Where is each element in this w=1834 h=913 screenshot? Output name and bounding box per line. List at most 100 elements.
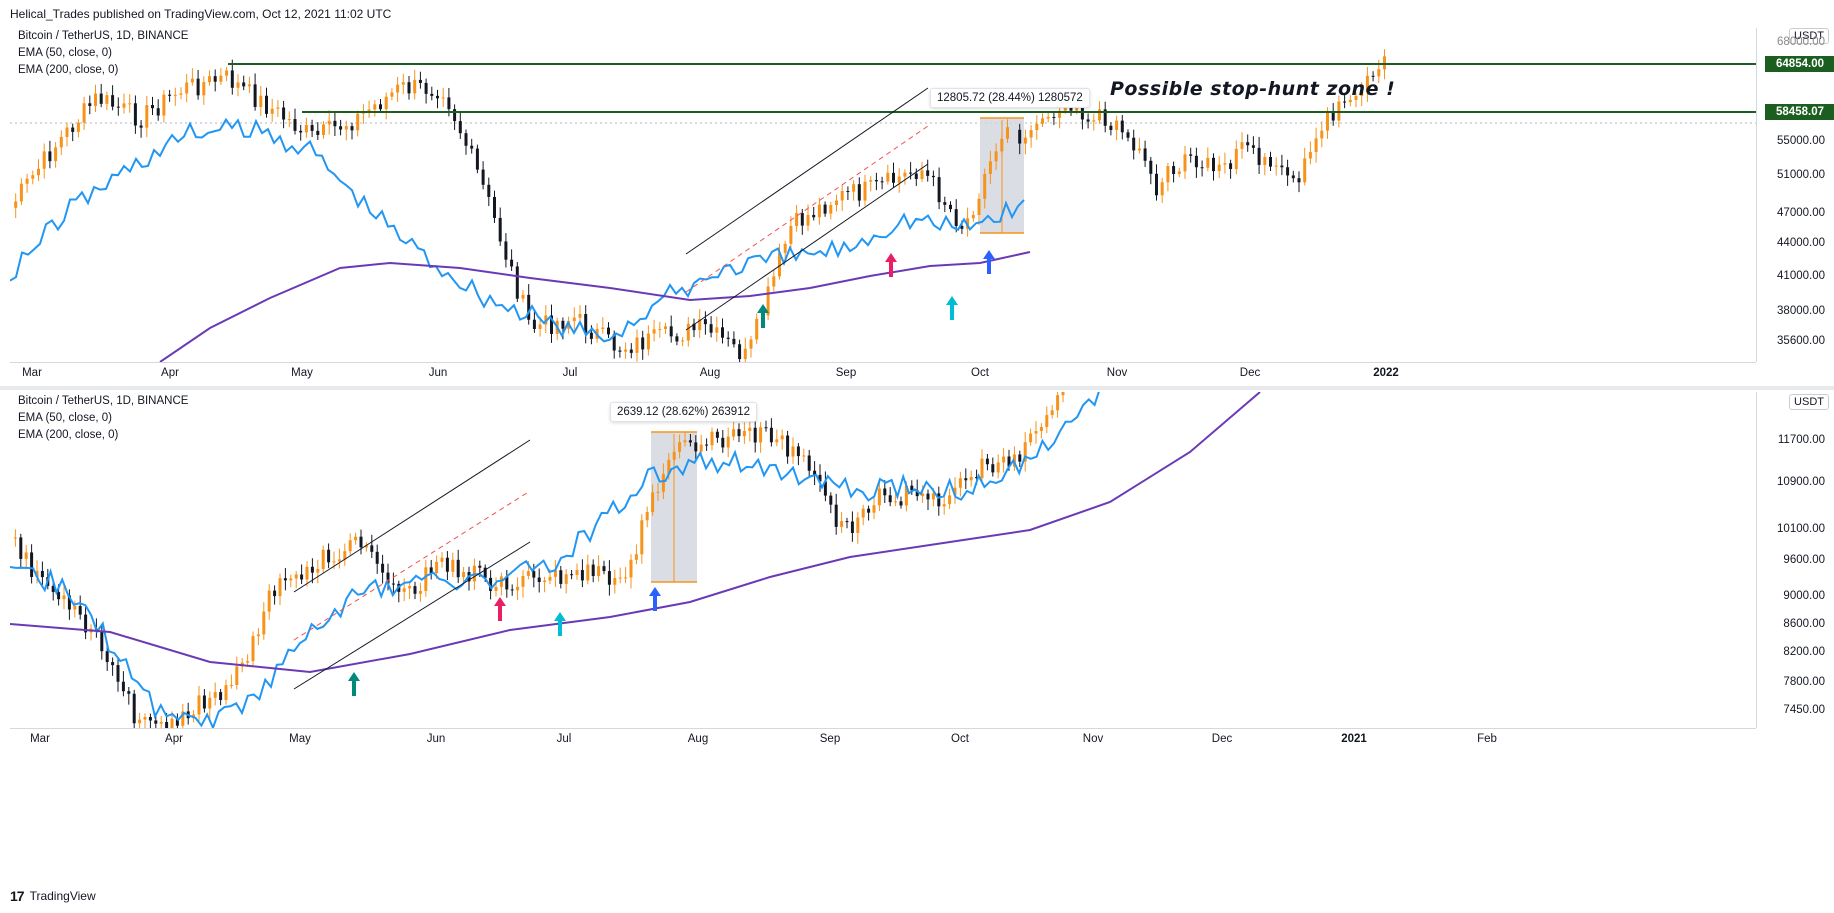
- hist-candle-body: [634, 554, 638, 560]
- hist-candle-body: [580, 570, 584, 581]
- pane-divider[interactable]: [0, 386, 1834, 390]
- hist-candle-body: [840, 521, 844, 527]
- hist-candle-body: [54, 147, 58, 162]
- future-bar-body: [1291, 175, 1295, 179]
- x-tick: Mar: [22, 367, 42, 379]
- hist-candle-body: [105, 651, 109, 663]
- y-tick: 8600.00: [1783, 618, 1825, 630]
- future-bar-body: [1200, 167, 1204, 169]
- hist-candle-body: [242, 82, 246, 87]
- future-bar-body: [1143, 148, 1147, 161]
- symbol-label[interactable]: Bitcoin / TetherUS, 1D, BINANCE: [18, 395, 189, 407]
- bottom-price-axis[interactable]: USDT 11700.00 10900.00 10100.00 9600.00 …: [1756, 392, 1834, 728]
- hist-candle-body: [407, 82, 411, 94]
- x-tick: Apr: [161, 367, 179, 379]
- top-chart-canvas[interactable]: [10, 28, 1756, 362]
- hist-candle-body: [937, 177, 941, 203]
- hist-candle-body: [564, 574, 568, 584]
- hist-candle-body: [897, 176, 901, 183]
- hist-candle-body: [899, 501, 903, 506]
- x-tick: Apr: [165, 733, 183, 745]
- hist-candle-body: [37, 168, 40, 176]
- hist-candle-body: [664, 326, 667, 329]
- hist-candle-body: [390, 92, 394, 97]
- hist-candle-body: [823, 204, 827, 214]
- hist-candle-body: [436, 95, 439, 99]
- bottom-chart-pane[interactable]: Bitcoin / TetherUS, 1D, BINANCE EMA (50,…: [0, 392, 1834, 752]
- hist-candle-body: [988, 161, 992, 174]
- hist-candle-body: [321, 549, 325, 569]
- hist-candle-body: [31, 175, 35, 179]
- hist-candle-body: [521, 575, 525, 587]
- top-price-axis[interactable]: USDT 68000.00 55000.00 51000.00 47000.00…: [1756, 28, 1834, 362]
- future-bar-body: [1155, 173, 1158, 196]
- hist-candle-body: [688, 440, 692, 443]
- hist-candle-body: [949, 204, 952, 210]
- hist-candle-body: [869, 180, 873, 182]
- hist-candle-body: [304, 125, 308, 133]
- bottom-chart-canvas[interactable]: [10, 392, 1756, 728]
- ema200-label[interactable]: EMA (200, close, 0): [18, 429, 119, 441]
- hist-candle-body: [327, 120, 331, 125]
- hist-candle-body: [316, 568, 320, 573]
- hist-candle-body: [537, 577, 541, 582]
- hist-candle-body: [276, 107, 280, 109]
- hist-candle-body: [910, 485, 914, 491]
- ema50-label[interactable]: EMA (50, close, 0): [18, 47, 112, 59]
- future-bar-body: [1269, 156, 1272, 167]
- tradingview-footer[interactable]: 17 TradingView: [10, 888, 96, 904]
- support-price-tag: 58458.07: [1765, 104, 1834, 120]
- hist-candle-body: [872, 505, 876, 513]
- hist-candle-body: [121, 681, 125, 692]
- up-arrow-icon: [946, 296, 958, 320]
- future-bar-body: [1120, 120, 1124, 133]
- hist-candle-body: [402, 588, 406, 592]
- ema50-label[interactable]: EMA (50, close, 0): [18, 412, 112, 424]
- future-bar-body: [1212, 157, 1215, 172]
- hist-candle-body: [283, 578, 287, 581]
- hist-candle-body: [370, 545, 374, 552]
- hist-candle-body: [888, 495, 892, 503]
- hist-candle-body: [743, 348, 747, 360]
- hist-candle-body: [447, 97, 451, 110]
- hist-candle-body: [783, 243, 787, 253]
- top-time-axis[interactable]: Mar Apr May Jun Jul Aug Sep Oct Nov Dec …: [10, 362, 1756, 385]
- bottom-plot-area[interactable]: [10, 392, 1756, 728]
- hist-candle-body: [489, 577, 493, 591]
- hist-candle-body: [483, 567, 487, 578]
- hist-candle-body: [76, 122, 80, 132]
- hist-candle-body: [742, 430, 746, 437]
- stop-hunt-annotation: Possible stop-hunt zone !: [1110, 78, 1396, 100]
- hist-candle-body: [681, 340, 685, 342]
- tradingview-logo-icon: 17: [10, 888, 25, 904]
- future-bar-body: [1286, 167, 1290, 176]
- x-tick: Oct: [971, 367, 989, 379]
- future-bar-body: [1223, 163, 1227, 165]
- symbol-label[interactable]: Bitcoin / TetherUS, 1D, BINANCE: [18, 30, 189, 42]
- hist-candle-body: [892, 172, 895, 183]
- hist-candle-body: [710, 431, 714, 446]
- hist-candle-body: [775, 439, 779, 443]
- top-plot-area[interactable]: [10, 28, 1756, 362]
- unit-badge[interactable]: USDT: [1789, 394, 1829, 410]
- hist-candle-body: [333, 120, 337, 127]
- future-bar-body: [1137, 148, 1141, 151]
- hist-candle-body: [661, 473, 665, 492]
- hist-candle-body: [732, 338, 736, 345]
- top-chart-pane[interactable]: Bitcoin / TetherUS, 1D, BINANCE EMA (50,…: [0, 28, 1834, 386]
- hist-candle-body: [791, 446, 795, 457]
- hist-candle-body: [817, 204, 821, 218]
- hist-candle-body: [430, 93, 434, 96]
- channel-upper-line: [293, 439, 531, 593]
- y-tick: 10100.00: [1777, 523, 1825, 535]
- hist-candle-body: [994, 151, 998, 162]
- bottom-time-axis[interactable]: Mar Apr May Jun Jul Aug Sep Oct Nov Dec …: [10, 728, 1756, 751]
- ema200-label[interactable]: EMA (200, close, 0): [18, 64, 119, 76]
- up-arrow-icon: [649, 587, 661, 611]
- hist-candle-body: [861, 508, 865, 518]
- hist-candle-body: [589, 332, 593, 339]
- hist-candle-body: [481, 169, 485, 185]
- hist-candle-body: [202, 695, 206, 709]
- hist-candle-body: [703, 319, 707, 325]
- unit-badge[interactable]: USDT: [1789, 28, 1829, 44]
